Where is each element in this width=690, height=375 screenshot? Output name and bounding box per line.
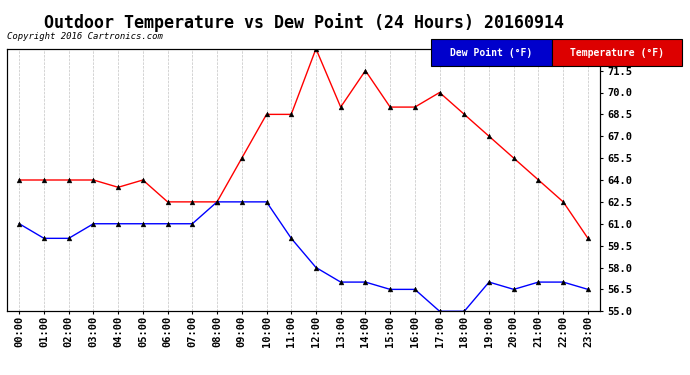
Text: Copyright 2016 Cartronics.com: Copyright 2016 Cartronics.com: [7, 32, 163, 41]
Text: Temperature (°F): Temperature (°F): [570, 48, 664, 58]
Text: Outdoor Temperature vs Dew Point (24 Hours) 20160914: Outdoor Temperature vs Dew Point (24 Hou…: [43, 13, 564, 32]
Text: Dew Point (°F): Dew Point (°F): [451, 48, 533, 58]
